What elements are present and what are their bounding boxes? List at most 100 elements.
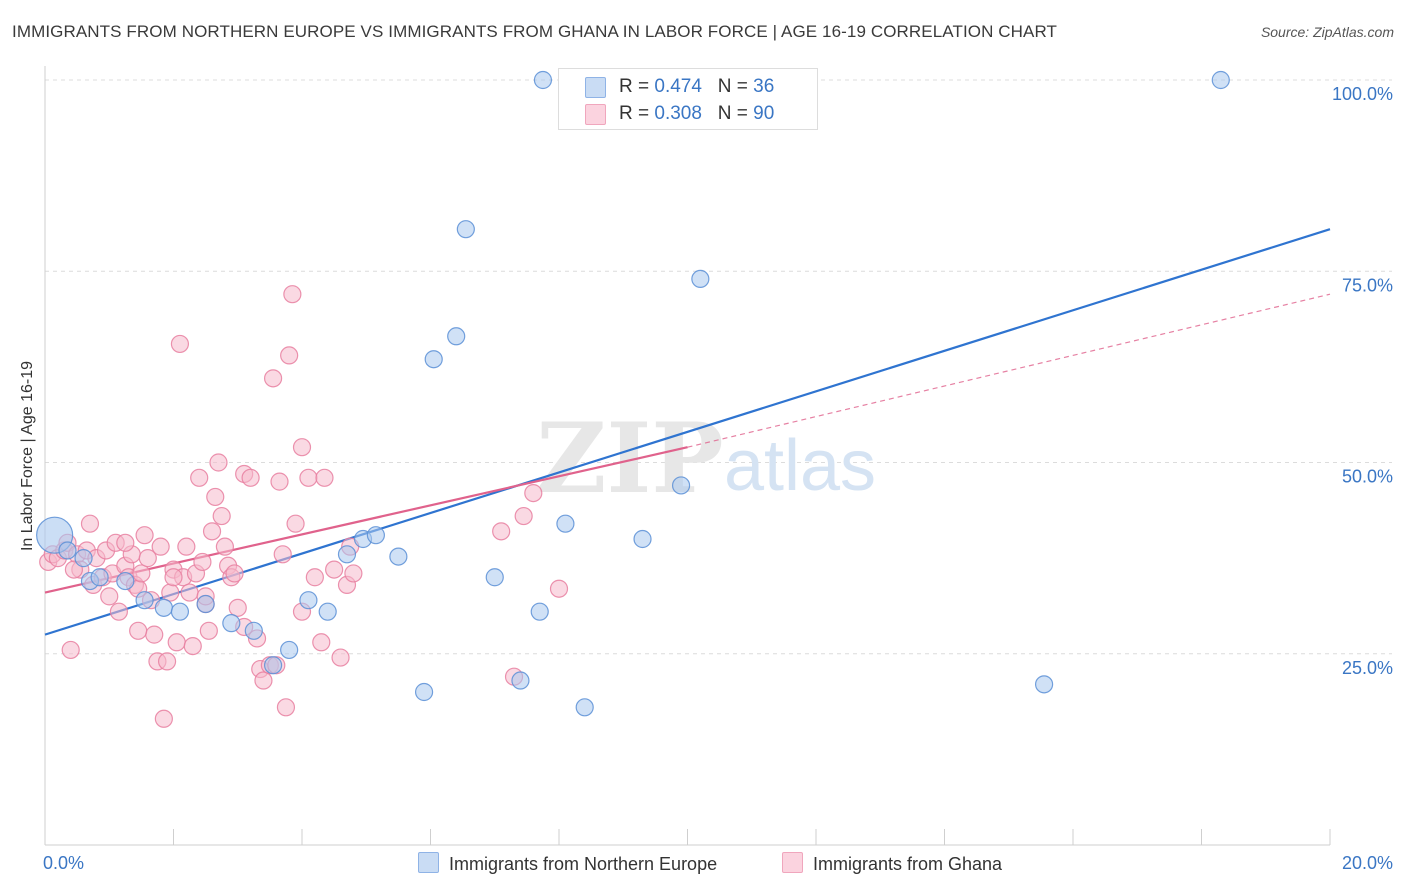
data-points xyxy=(36,70,1230,728)
point-ghana xyxy=(202,522,222,541)
point-ghana xyxy=(299,468,318,487)
point-northern-europe xyxy=(337,545,357,564)
trend-line-ghana-extension xyxy=(687,293,1331,448)
point-ghana xyxy=(292,438,312,457)
point-ghana xyxy=(145,625,164,644)
trend-line-ghana xyxy=(44,446,688,594)
y-tick-label: 100.0% xyxy=(1332,84,1393,104)
y-tick-label: 25.0% xyxy=(1342,658,1393,678)
point-northern-europe xyxy=(74,549,93,568)
point-ghana xyxy=(215,537,234,556)
point-ghana xyxy=(524,484,543,503)
x-tick-label: 20.0% xyxy=(1342,853,1393,873)
legend-swatch-pink xyxy=(782,852,803,873)
point-northern-europe xyxy=(533,70,553,90)
legend-r-label: R = xyxy=(619,76,650,97)
point-northern-europe xyxy=(366,526,385,545)
point-ghana xyxy=(193,552,212,572)
point-northern-europe xyxy=(447,327,466,346)
point-ghana xyxy=(80,514,100,533)
point-ghana xyxy=(209,453,228,472)
point-northern-europe xyxy=(485,568,504,587)
point-ghana xyxy=(263,369,283,388)
watermark-zip: ZIP xyxy=(536,402,723,515)
point-ghana xyxy=(183,636,202,656)
point-ghana xyxy=(157,652,177,671)
point-ghana xyxy=(286,514,305,533)
point-ghana xyxy=(331,648,350,667)
point-northern-europe xyxy=(556,514,575,533)
point-ghana xyxy=(325,560,344,579)
legend-r-value: 0.474 xyxy=(654,76,702,97)
chart-title: IMMIGRANTS FROM NORTHERN EUROPE VS IMMIG… xyxy=(12,22,1058,41)
point-northern-europe xyxy=(299,591,318,610)
legend-item-northern-europe[interactable]: Immigrants from Northern Europe xyxy=(418,852,717,875)
point-ghana xyxy=(280,346,299,365)
point-northern-europe xyxy=(691,269,710,288)
legend-r-value: 0.308 xyxy=(654,103,702,124)
legend-swatch-blue xyxy=(585,77,606,98)
legend-swatch-blue xyxy=(418,852,439,873)
point-ghana xyxy=(116,533,135,552)
legend-r-label: R = xyxy=(619,103,650,124)
point-northern-europe xyxy=(196,594,215,614)
point-ghana xyxy=(315,468,334,487)
point-northern-europe xyxy=(633,529,652,549)
legend-n-label: N = xyxy=(717,76,748,97)
point-ghana xyxy=(109,602,128,621)
point-northern-europe xyxy=(1034,675,1054,694)
legend-label-northern-europe: Immigrants from Northern Europe xyxy=(449,854,718,874)
point-ghana xyxy=(177,537,196,556)
point-ghana xyxy=(170,334,190,354)
point-northern-europe xyxy=(280,640,299,660)
point-ghana xyxy=(276,698,296,717)
point-northern-europe xyxy=(154,598,173,617)
point-ghana xyxy=(190,468,209,487)
point-ghana xyxy=(206,487,225,507)
point-northern-europe xyxy=(575,698,594,717)
legend-n-value: 90 xyxy=(753,103,775,124)
point-northern-europe xyxy=(170,602,190,621)
tick-labels: 25.0% 50.0% 75.0% 100.0% 0.0% 20.0% xyxy=(43,84,1393,873)
point-northern-europe xyxy=(135,591,154,610)
point-ghana xyxy=(225,564,244,583)
point-northern-europe xyxy=(511,671,530,690)
point-ghana xyxy=(241,468,260,487)
point-northern-europe xyxy=(58,541,77,560)
point-ghana xyxy=(344,564,363,583)
point-northern-europe xyxy=(671,476,691,495)
point-ghana xyxy=(164,568,183,587)
grid-lines xyxy=(45,79,1392,655)
point-ghana xyxy=(180,583,199,602)
point-northern-europe xyxy=(244,621,263,640)
point-northern-europe xyxy=(389,547,408,566)
point-northern-europe xyxy=(222,614,241,633)
point-ghana xyxy=(228,598,247,617)
watermark-atlas: atlas xyxy=(724,426,876,506)
point-northern-europe xyxy=(1211,70,1230,90)
point-ghana xyxy=(151,537,170,556)
y-tick-label: 50.0% xyxy=(1342,467,1393,487)
point-ghana xyxy=(283,285,302,304)
legend-n-label: N = xyxy=(717,103,748,124)
point-northern-europe xyxy=(530,602,549,621)
legend-item-ghana[interactable]: Immigrants from Ghana xyxy=(782,852,1002,875)
trend-lines xyxy=(44,228,1331,636)
point-ghana xyxy=(492,522,511,541)
point-ghana xyxy=(154,709,173,728)
point-northern-europe xyxy=(90,568,109,587)
point-ghana xyxy=(61,640,80,660)
point-ghana xyxy=(254,671,273,690)
legend-n-value: 36 xyxy=(753,76,775,97)
point-ghana xyxy=(305,568,324,587)
point-ghana xyxy=(167,633,186,652)
point-northern-europe xyxy=(456,220,475,239)
point-northern-europe xyxy=(116,571,135,591)
correlation-legend: R = 0.474 N = 36 R = 0.308 N = 90 xyxy=(558,68,818,130)
point-northern-europe xyxy=(263,656,283,675)
point-ghana xyxy=(273,545,292,564)
y-tick-label: 75.0% xyxy=(1342,275,1393,295)
point-ghana xyxy=(270,472,289,491)
point-ghana xyxy=(161,583,180,602)
